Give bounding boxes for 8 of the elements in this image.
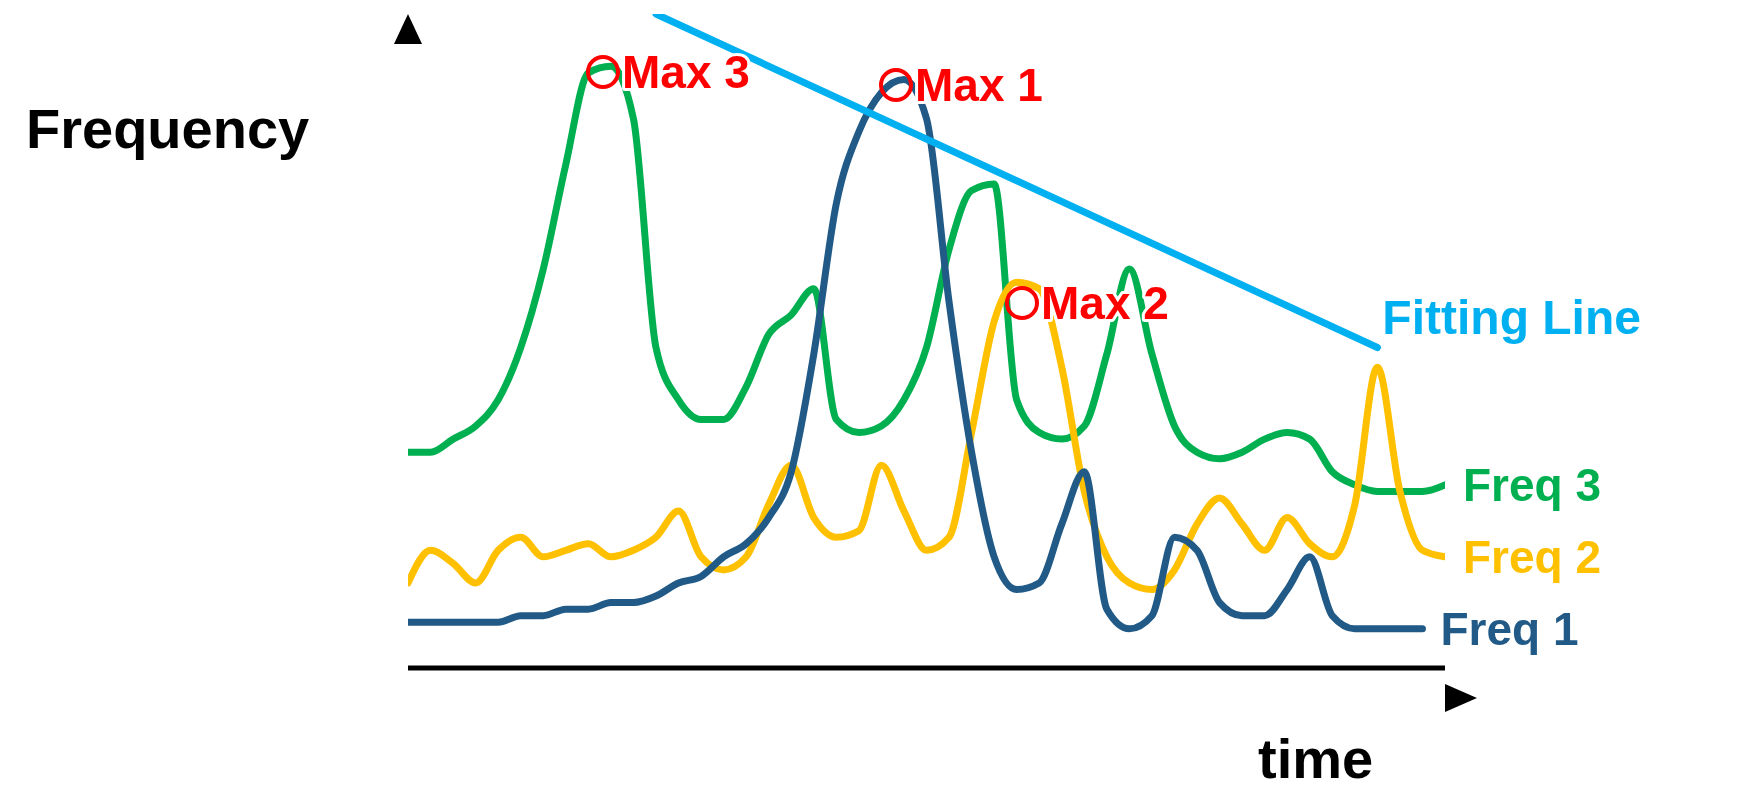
annotation: Max 3 bbox=[622, 46, 750, 98]
x-axis-title: time bbox=[1258, 726, 1374, 791]
series-label: Freq 1 bbox=[1440, 602, 1579, 655]
series-label: Freq 2 bbox=[1463, 530, 1602, 583]
series-label: Fitting Line bbox=[1382, 290, 1641, 344]
series-label: Freq 3 bbox=[1463, 458, 1602, 511]
annotation: Max 1 bbox=[915, 59, 1043, 111]
y-axis-title: Frequency bbox=[26, 96, 310, 161]
